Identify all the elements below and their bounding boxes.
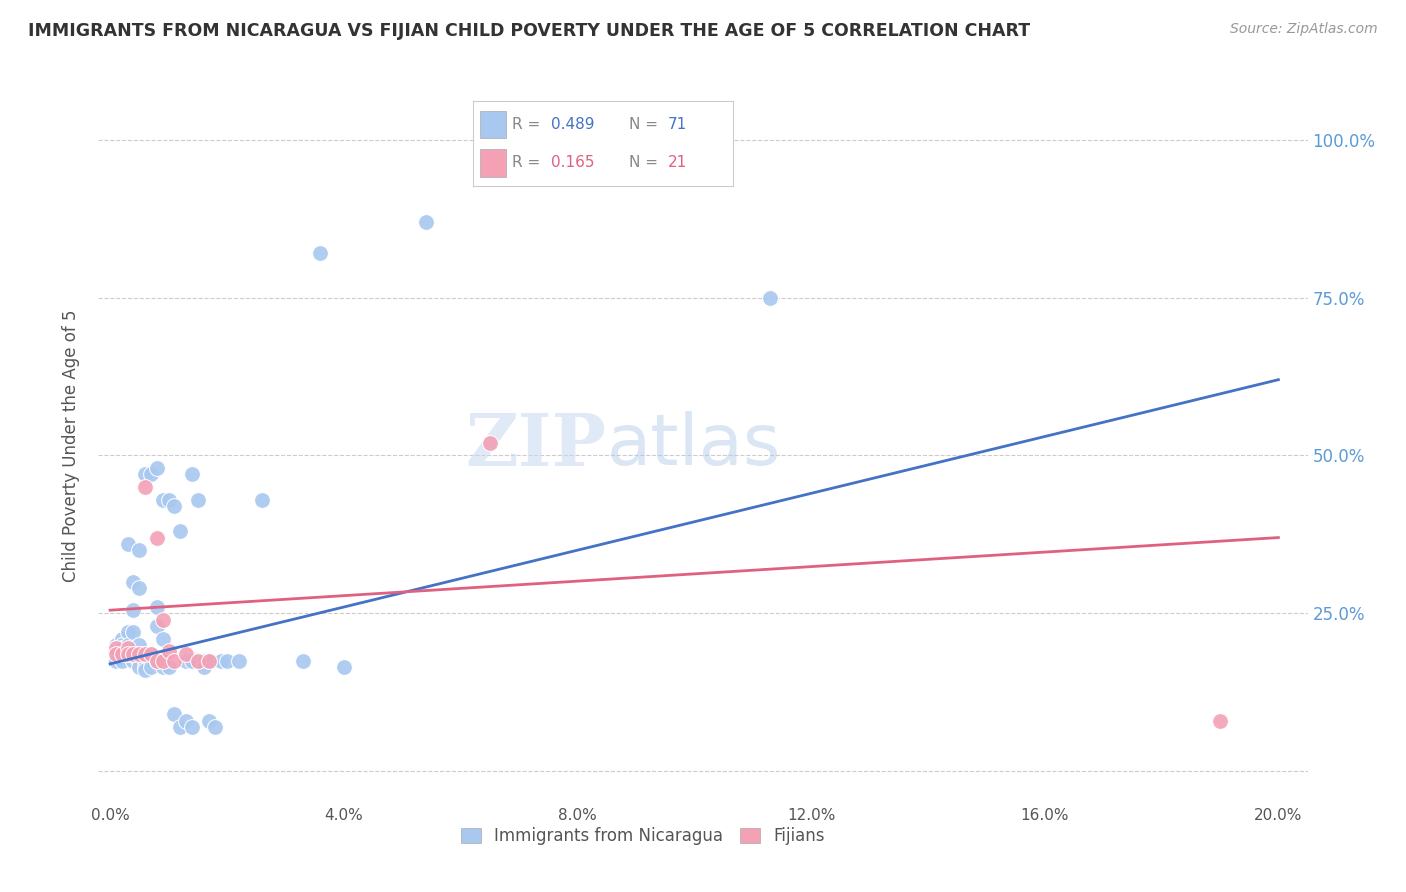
Point: [198, 654, 221, 668]
Point: [146, 600, 169, 615]
Point: [146, 461, 169, 475]
Point: [117, 638, 139, 652]
Point: [117, 641, 139, 656]
Point: [163, 654, 186, 668]
Point: [152, 632, 174, 646]
Point: [163, 499, 186, 513]
Point: [209, 654, 232, 668]
Point: [180, 720, 202, 734]
Point: [122, 603, 145, 617]
Point: [228, 654, 250, 668]
Point: [204, 720, 226, 734]
Point: [187, 492, 209, 507]
Point: [128, 660, 150, 674]
Point: [146, 531, 169, 545]
Point: [174, 654, 197, 668]
Legend: Immigrants from Nicaragua, Fijians: Immigrants from Nicaragua, Fijians: [451, 817, 834, 855]
Point: [104, 648, 127, 662]
Point: [478, 435, 501, 450]
Point: [250, 492, 273, 507]
Point: [309, 246, 332, 260]
Point: [104, 641, 127, 656]
Point: [117, 537, 139, 551]
Point: [117, 648, 139, 662]
Point: [128, 654, 150, 668]
Point: [415, 215, 437, 229]
Point: [1209, 714, 1232, 728]
Point: [198, 654, 221, 668]
Point: [759, 291, 782, 305]
Point: [134, 654, 156, 668]
Point: [139, 648, 162, 662]
Point: [111, 648, 134, 662]
Point: [198, 714, 221, 728]
Point: [169, 524, 191, 539]
Point: [139, 467, 162, 482]
Point: [152, 654, 174, 668]
Point: [104, 654, 127, 668]
Point: [157, 644, 180, 658]
Text: ZIP: ZIP: [465, 410, 606, 482]
Point: [122, 648, 145, 662]
Point: [152, 492, 174, 507]
Point: [215, 654, 238, 668]
Point: [117, 625, 139, 640]
Point: [152, 613, 174, 627]
Point: [122, 625, 145, 640]
Point: [157, 660, 180, 674]
Point: [193, 660, 215, 674]
Point: [139, 660, 162, 674]
Point: [122, 654, 145, 668]
Point: [134, 480, 156, 494]
Point: [122, 644, 145, 658]
Point: [134, 660, 156, 674]
Point: [128, 638, 150, 652]
Point: [104, 638, 127, 652]
Point: [111, 641, 134, 656]
Point: [104, 650, 127, 665]
Point: [146, 654, 169, 668]
Point: [174, 714, 197, 728]
Point: [111, 654, 134, 668]
Text: atlas: atlas: [606, 411, 780, 481]
Point: [163, 707, 186, 722]
Point: [104, 648, 127, 662]
Point: [180, 654, 202, 668]
Point: [187, 654, 209, 668]
Point: [139, 654, 162, 668]
Text: Source: ZipAtlas.com: Source: ZipAtlas.com: [1230, 22, 1378, 37]
Point: [104, 644, 127, 658]
Point: [122, 574, 145, 589]
Point: [128, 648, 150, 662]
Point: [104, 641, 127, 656]
Point: [134, 663, 156, 677]
Point: [111, 648, 134, 662]
Point: [117, 644, 139, 658]
Point: [111, 638, 134, 652]
Point: [157, 492, 180, 507]
Point: [146, 619, 169, 633]
Point: [111, 632, 134, 646]
Point: [139, 648, 162, 662]
Point: [654, 133, 676, 147]
Point: [152, 660, 174, 674]
Point: [332, 660, 354, 674]
Point: [134, 648, 156, 662]
Point: [180, 467, 202, 482]
Point: [122, 648, 145, 662]
Text: IMMIGRANTS FROM NICARAGUA VS FIJIAN CHILD POVERTY UNDER THE AGE OF 5 CORRELATION: IMMIGRANTS FROM NICARAGUA VS FIJIAN CHIL…: [28, 22, 1031, 40]
Point: [134, 648, 156, 662]
Point: [146, 654, 169, 668]
Point: [174, 648, 197, 662]
Point: [128, 543, 150, 558]
Point: [193, 654, 215, 668]
Y-axis label: Child Poverty Under the Age of 5: Child Poverty Under the Age of 5: [62, 310, 80, 582]
Point: [169, 720, 191, 734]
Point: [128, 581, 150, 595]
Point: [128, 648, 150, 662]
Point: [134, 467, 156, 482]
Point: [117, 648, 139, 662]
Point: [291, 654, 314, 668]
